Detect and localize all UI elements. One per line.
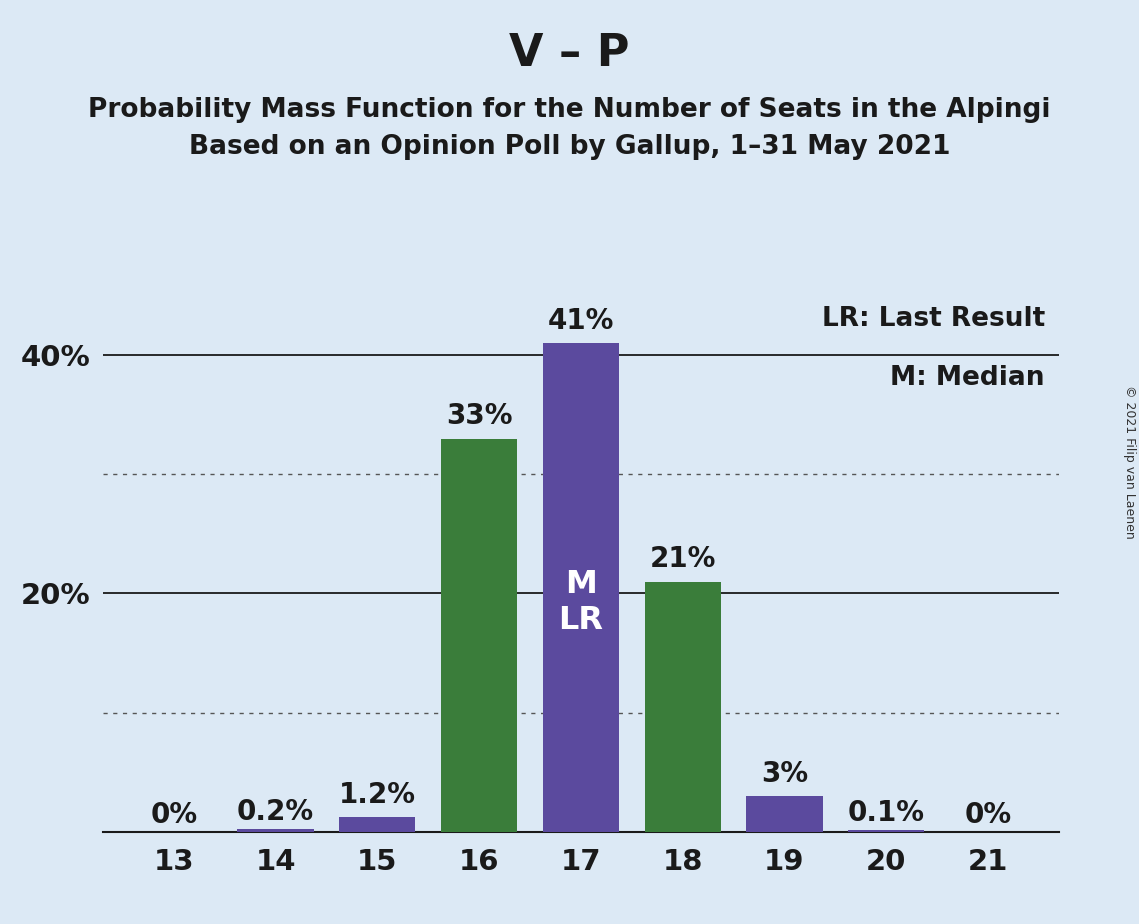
Text: V – P: V – P [509,32,630,76]
Bar [849,831,925,832]
Bar [339,818,416,832]
Text: 0%: 0% [965,800,1011,829]
Bar [542,344,620,832]
Text: Probability Mass Function for the Number of Seats in the Alpingi: Probability Mass Function for the Number… [88,97,1051,123]
Text: 3%: 3% [761,760,808,787]
Text: 0%: 0% [150,800,197,829]
Text: 0.1%: 0.1% [847,799,925,827]
Text: Based on an Opinion Poll by Gallup, 1–31 May 2021: Based on an Opinion Poll by Gallup, 1–31… [189,134,950,160]
Text: 33%: 33% [445,402,513,431]
Bar [645,581,721,832]
Text: LR: Last Result: LR: Last Result [821,307,1044,333]
Text: 41%: 41% [548,307,614,335]
Text: © 2021 Filip van Laenen: © 2021 Filip van Laenen [1123,385,1136,539]
Bar [746,796,822,832]
Bar [441,439,517,832]
Text: 1.2%: 1.2% [338,781,416,809]
Text: M
LR: M LR [558,568,604,636]
Text: M: Median: M: Median [891,365,1044,392]
Text: 0.2%: 0.2% [237,798,314,826]
Text: 21%: 21% [649,545,715,573]
Bar [237,829,313,832]
